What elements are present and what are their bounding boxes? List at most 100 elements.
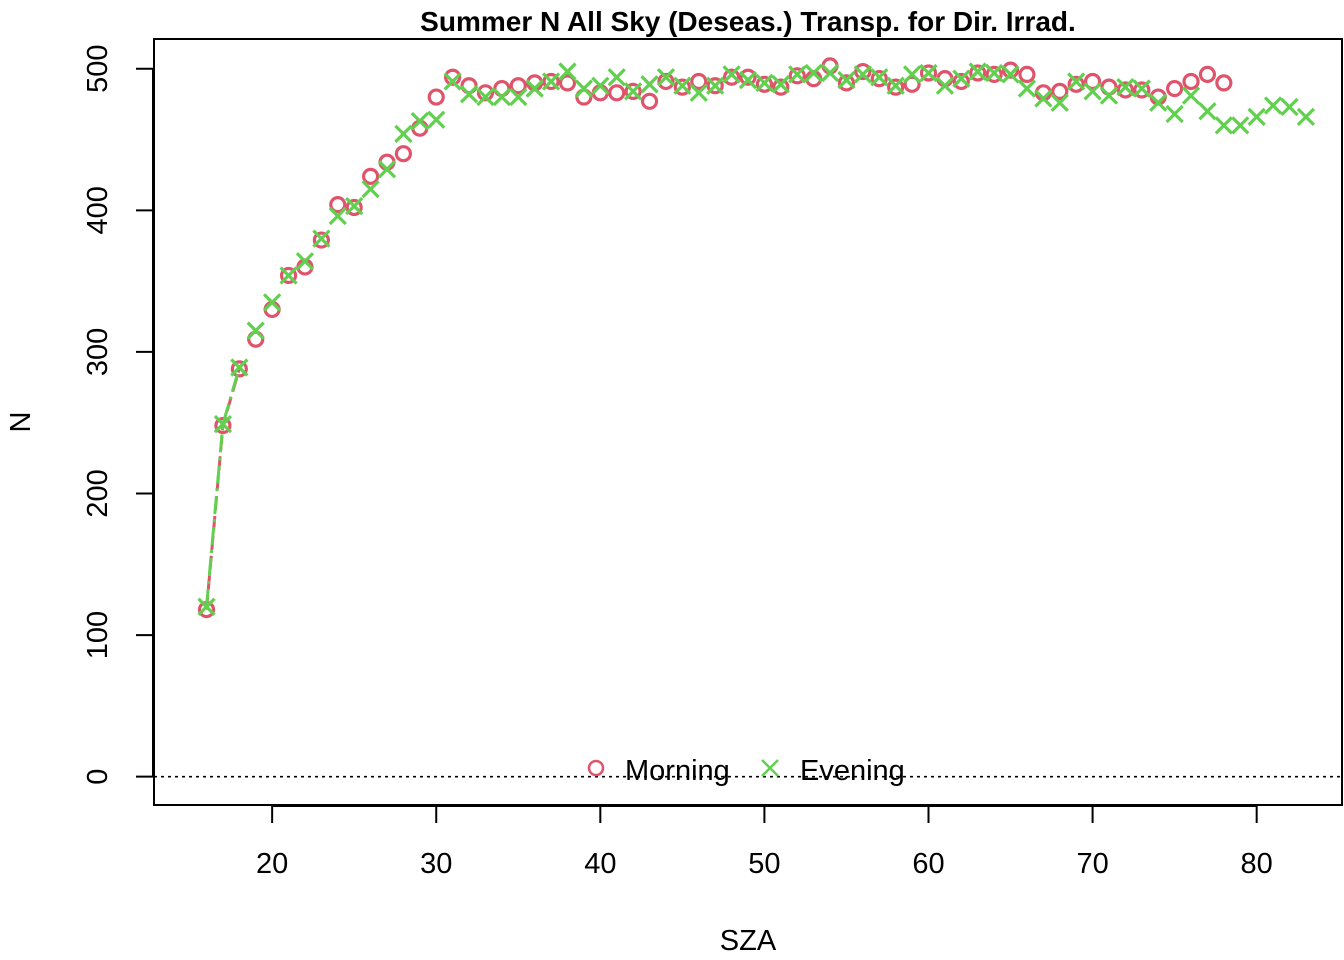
- data-point-morning: [1051, 82, 1069, 100]
- data-point-evening: [706, 76, 725, 95]
- data-point-morning: [673, 78, 691, 96]
- data-point-morning: [558, 74, 577, 92]
- data-point-evening: [1050, 93, 1069, 112]
- data-point-morning: [952, 72, 970, 91]
- data-point-morning: [444, 68, 462, 86]
- data-point-morning: [1067, 75, 1085, 93]
- y-tick-label: 500: [82, 45, 114, 93]
- data-point-evening: [230, 358, 249, 377]
- data-point-morning: [640, 92, 659, 110]
- data-point-evening: [870, 68, 889, 87]
- data-point-evening: [804, 63, 823, 83]
- x-tick-label: 50: [748, 848, 780, 880]
- data-point-evening: [377, 160, 397, 179]
- data-point-morning: [1215, 74, 1233, 92]
- y-tick-label: 100: [82, 611, 114, 659]
- data-point-evening: [1181, 86, 1201, 105]
- data-point-morning: [427, 88, 445, 106]
- data-point-evening: [1067, 72, 1086, 91]
- data-point-morning: [230, 360, 248, 378]
- y-axis-label: N: [5, 412, 37, 433]
- data-point-morning: [1116, 81, 1135, 99]
- data-point-evening: [919, 63, 938, 83]
- data-point-evening: [1280, 97, 1299, 117]
- data-point-morning: [1018, 65, 1036, 83]
- data-point-evening: [1083, 82, 1102, 101]
- data-point-evening: [410, 111, 429, 131]
- x-tick-label: 30: [420, 848, 452, 880]
- x-tick-label: 80: [1241, 848, 1273, 880]
- data-point-morning: [329, 196, 347, 214]
- data-point-morning: [608, 84, 626, 102]
- data-point-evening: [1132, 79, 1151, 98]
- data-point-morning: [755, 75, 774, 93]
- chart-title: Summer N All Sky (Deseas.) Transp. for D…: [420, 6, 1076, 37]
- data-point-morning: [969, 64, 987, 82]
- y-tick-label: 300: [82, 328, 114, 376]
- data-point-evening: [361, 179, 380, 199]
- data-point-evening: [1116, 78, 1135, 97]
- x-tick-label: 70: [1076, 848, 1108, 880]
- data-point-evening: [443, 72, 462, 91]
- data-point-evening: [985, 63, 1004, 83]
- data-point-evening: [1231, 116, 1250, 135]
- data-point-evening: [968, 62, 987, 81]
- data-point-evening: [476, 87, 495, 107]
- data-point-morning: [854, 62, 872, 81]
- data-point-evening: [902, 65, 922, 84]
- data-point-evening: [689, 83, 708, 102]
- data-point-evening: [1214, 116, 1233, 135]
- data-point-evening: [1198, 102, 1217, 121]
- data-point-evening: [788, 65, 807, 84]
- legend: Morning Evening: [587, 755, 905, 787]
- data-point-evening: [427, 110, 446, 129]
- data-point-morning: [903, 75, 921, 93]
- legend-evening-marker: [761, 759, 779, 777]
- data-point-evening: [213, 414, 233, 434]
- data-point-evening: [246, 321, 265, 340]
- data-point-evening: [738, 70, 758, 90]
- data-point-evening: [1263, 96, 1283, 115]
- data-point-evening: [952, 69, 971, 88]
- data-point-morning: [690, 72, 708, 91]
- data-point-evening: [656, 68, 676, 87]
- data-point-evening: [1099, 86, 1119, 105]
- data-point-evening: [722, 65, 741, 84]
- x-tick-label: 20: [256, 848, 288, 880]
- series-morning-line: [205, 368, 241, 610]
- data-point-morning: [394, 145, 413, 163]
- data-point-evening: [525, 79, 544, 98]
- x-tick-label: 40: [584, 848, 616, 880]
- data-point-evening: [345, 196, 364, 216]
- data-point-morning: [624, 82, 642, 100]
- data-point-morning: [345, 198, 363, 217]
- data-point-evening: [837, 70, 856, 90]
- data-point-evening: [197, 597, 216, 616]
- data-point-evening: [312, 229, 331, 248]
- data-point-evening: [295, 252, 315, 271]
- data-point-morning: [772, 78, 790, 96]
- x-tick-label: 60: [912, 848, 944, 880]
- x-axis: 20 30 40 50 60 70 80: [256, 805, 1273, 880]
- data-point-morning: [985, 65, 1003, 83]
- data-point-evening: [1296, 107, 1316, 127]
- data-point-evening: [509, 87, 528, 107]
- data-point-evening: [591, 76, 610, 95]
- data-point-evening: [673, 76, 692, 95]
- data-point-morning: [1198, 65, 1217, 83]
- data-point-morning: [1182, 72, 1200, 91]
- data-point-morning: [214, 416, 232, 435]
- data-point-evening: [755, 73, 774, 93]
- data-point-evening: [886, 76, 905, 95]
- legend-evening-label: Evening: [800, 755, 905, 787]
- data-point-morning: [887, 78, 905, 96]
- data-point-morning: [509, 77, 527, 95]
- data-point-evening: [607, 68, 626, 87]
- data-point-evening: [574, 79, 594, 98]
- data-point-evening: [1247, 107, 1266, 127]
- data-point-morning: [657, 72, 675, 91]
- y-tick-label: 0: [82, 769, 114, 785]
- data-point-morning: [1166, 79, 1184, 98]
- data-point-morning: [1001, 61, 1020, 79]
